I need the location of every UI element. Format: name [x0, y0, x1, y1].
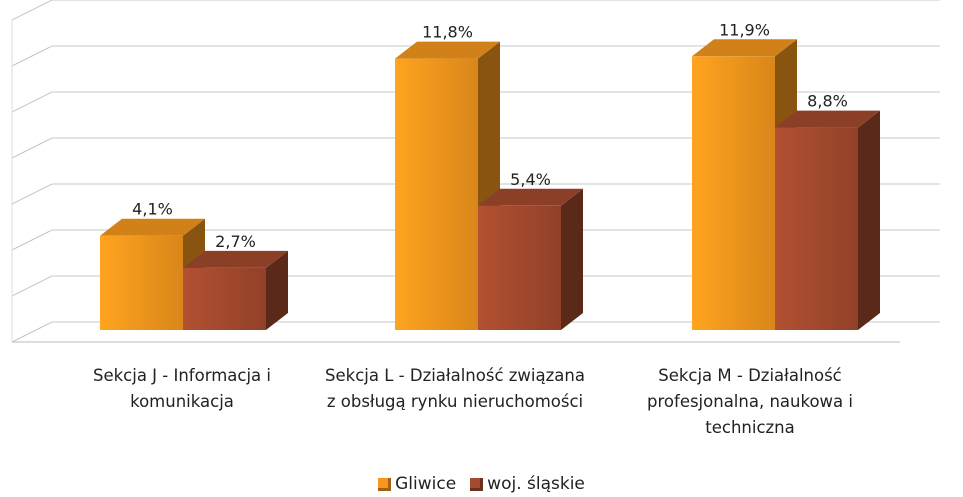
value-label: 11,9% [719, 20, 770, 39]
legend-label: Gliwice [395, 474, 457, 494]
side-grid-line [11, 183, 53, 205]
legend-item: Gliwice [378, 474, 456, 494]
value-label: 4,1% [132, 200, 173, 219]
side-grid-line [11, 91, 53, 113]
value-label: 8,8% [807, 92, 848, 111]
bar-side [561, 188, 583, 330]
legend-swatch [378, 477, 392, 491]
bar-front [395, 58, 478, 330]
bar [183, 250, 288, 330]
bar-front [775, 127, 858, 330]
bar-front [478, 205, 561, 330]
bar-front [100, 235, 183, 330]
bar-top [478, 188, 583, 206]
legend-item: woj. śląskie [470, 474, 585, 494]
bar-top [100, 218, 205, 236]
side-grid-line [11, 229, 53, 251]
bar-front [183, 267, 266, 330]
side-grid-line [11, 0, 53, 21]
legend-label: woj. śląskie [487, 474, 585, 494]
plot: 4,1% 2,7% 11,8% 5,4% 11,9% 8,8% [11, 0, 940, 343]
x-tick-label: Sekcja M - Działalność profesjonalna, na… [647, 366, 853, 437]
bar-top [395, 41, 500, 59]
bar [395, 41, 500, 330]
legend-swatch [470, 477, 484, 491]
side-grid-line [11, 137, 53, 159]
value-label: 11,8% [422, 23, 473, 42]
bar-top [692, 39, 797, 57]
legend: Gliwice woj. śląskie [0, 474, 963, 494]
bar-top [183, 250, 288, 268]
x-tick-label: Sekcja L - Działalność związana z obsług… [325, 366, 585, 411]
bar-front [692, 56, 775, 331]
side-grid-line [11, 45, 53, 67]
side-grid-line [11, 275, 53, 297]
bar-side [266, 250, 288, 330]
bar-top [775, 110, 880, 128]
bar-side [858, 110, 880, 330]
x-tick-label: Sekcja J - Informacja i komunikacja [92, 366, 271, 411]
value-label: 2,7% [215, 232, 256, 251]
value-label: 5,4% [510, 170, 551, 189]
bar [478, 188, 583, 330]
bar [775, 110, 880, 330]
side-grid-line [11, 321, 53, 343]
